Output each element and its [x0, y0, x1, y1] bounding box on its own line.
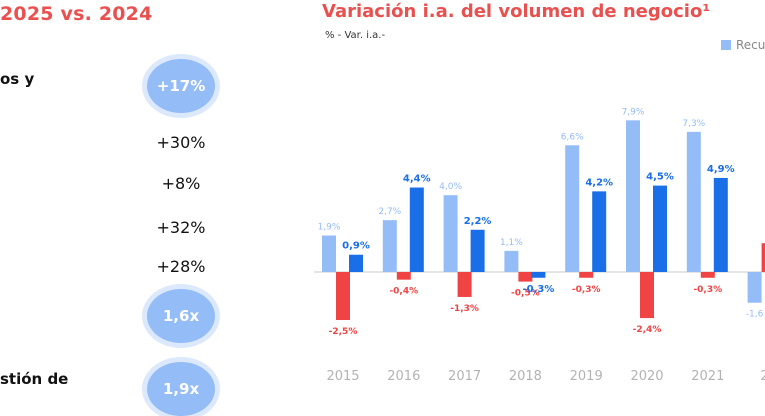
- bar-s1-2017: [443, 195, 458, 272]
- metric-bubble-7: 1,9x: [147, 362, 215, 416]
- chart-legend: Recu: [721, 38, 765, 52]
- x-tick-label-2020: 2020: [630, 369, 663, 384]
- bar-s3-2018: [531, 272, 546, 278]
- data-label-s2-2021: -0,3%: [693, 285, 722, 295]
- bar-s2-2020: [640, 272, 654, 319]
- x-tick-label-2016: 2016: [387, 369, 420, 384]
- chart-title: Variación i.a. del volumen de negocio¹: [322, 1, 711, 22]
- data-label-s3-2017: 2,2%: [464, 216, 492, 227]
- bar-s2-20: [761, 243, 765, 272]
- data-label-s2-2015: -2,5%: [329, 327, 358, 337]
- data-label-s3-2015: 0,9%: [342, 241, 370, 252]
- bar-s3-2021: [713, 177, 728, 272]
- x-tick-label-2017: 2017: [448, 369, 481, 384]
- row-label-7: stión de: [0, 370, 69, 388]
- x-tick-label-2019: 2019: [570, 369, 603, 384]
- bar-s2-2021: [700, 272, 715, 278]
- data-label-s2-2017: -1,3%: [450, 304, 479, 314]
- data-label-s3-2016: 4,4%: [403, 174, 431, 185]
- data-label-s1-2019: 6,6%: [561, 132, 584, 142]
- metric-value-2: +30%: [156, 133, 206, 152]
- data-label-s2-2020: -2,4%: [633, 325, 662, 335]
- data-label-s3-2019: 4,2%: [585, 177, 613, 188]
- x-tick-label-2015: 2015: [326, 369, 359, 384]
- bar-s3-2019: [592, 191, 607, 272]
- data-label-s3-2018: -0,3%: [522, 284, 554, 295]
- bar-s2-2015: [336, 272, 350, 320]
- bar-s1-2016: [382, 220, 397, 272]
- metric-value-4: +32%: [156, 218, 206, 237]
- data-label-s3-2020: 4,5%: [646, 172, 674, 183]
- metric-value-3: +8%: [161, 174, 201, 193]
- x-tick-label-2018: 2018: [509, 369, 542, 384]
- legend-swatch: [721, 40, 731, 50]
- data-label-s1-2015: 1,9%: [318, 223, 341, 233]
- bar-s1-2018: [504, 250, 519, 272]
- data-label-s2-2018: -0,5%: [511, 289, 540, 299]
- left-heading: 2025 vs. 2024: [0, 3, 153, 25]
- bar-s2-2019: [579, 272, 594, 278]
- metric-bubble-1: +17%: [147, 59, 215, 113]
- bar-s3-2016: [409, 187, 424, 272]
- data-label-s3-2021: 4,9%: [707, 164, 735, 175]
- metric-bubble-6: 1,6x: [147, 289, 215, 343]
- data-label-s2-2016: -0,4%: [389, 287, 418, 297]
- data-label-s1-2021: 7,3%: [682, 119, 705, 129]
- bar-s1-2019: [565, 145, 580, 272]
- metric-value-5: +28%: [156, 257, 206, 276]
- data-label-s1-2016: 2,7%: [378, 207, 401, 217]
- bar-s3-2015: [349, 254, 363, 272]
- x-tick-label-20: 20: [760, 369, 765, 384]
- data-label-s1-20: -1,6: [746, 310, 764, 320]
- bar-s1-2015: [322, 235, 336, 272]
- data-label-s1-2020: 7,9%: [622, 107, 645, 117]
- chart-subtitle: % - Var. i.a.-: [325, 30, 386, 41]
- legend-label: Recu: [736, 38, 765, 52]
- bar-s2-2018: [518, 272, 533, 282]
- data-label-s1-2017: 4,0%: [439, 182, 462, 192]
- bar-s3-2017: [470, 229, 485, 272]
- x-tick-label-2021: 2021: [691, 369, 724, 384]
- row-label-1: os y: [0, 70, 35, 88]
- data-label-s2-2019: -0,3%: [572, 285, 601, 295]
- bar-s1-2021: [686, 131, 701, 272]
- bar-s2-2016: [396, 272, 411, 280]
- bar-s3-2020: [653, 185, 667, 272]
- data-label-s1-2018: 1,1%: [500, 238, 523, 248]
- bar-s2-2017: [457, 272, 472, 297]
- bar-s1-20: [747, 272, 762, 303]
- bar-s1-2020: [626, 120, 640, 272]
- left-panel: 2025 vs. 2024 os y +17% +30% +8% +32% +2…: [0, 0, 300, 416]
